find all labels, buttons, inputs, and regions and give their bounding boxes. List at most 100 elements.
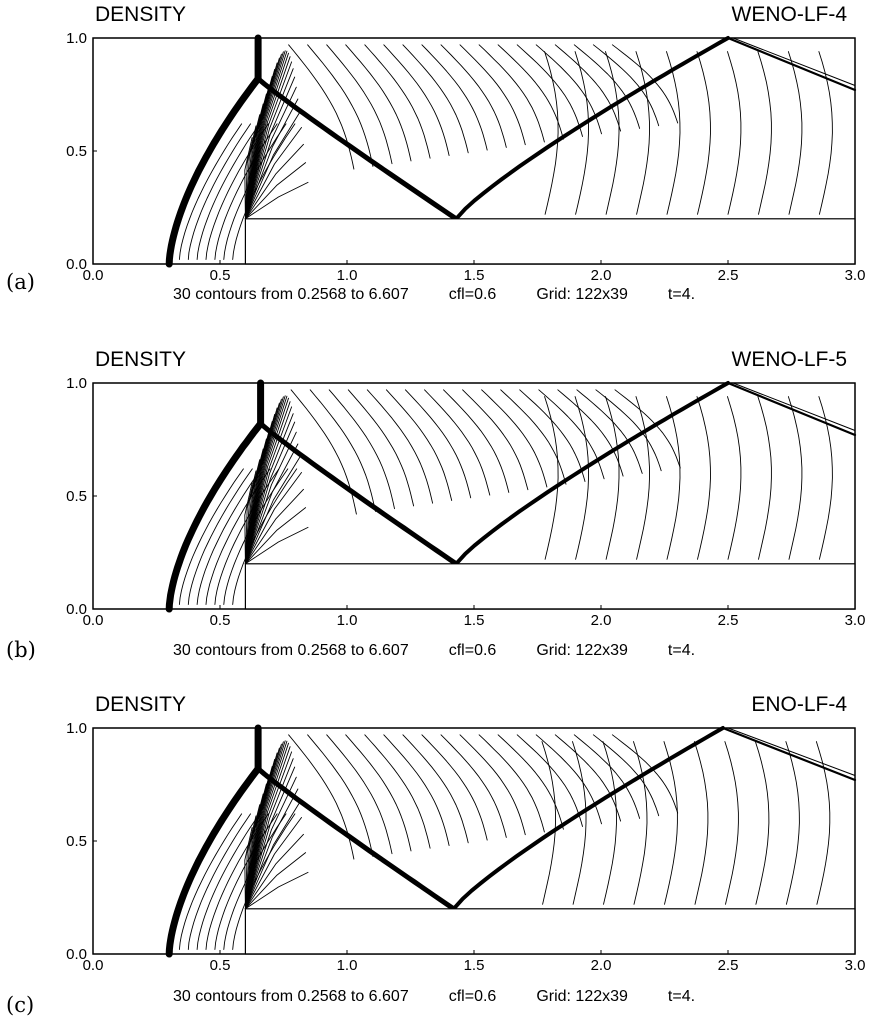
upper-contour	[385, 389, 453, 501]
upper-contour	[538, 389, 605, 480]
figure-panel-c: DENSITY ENO-LF-4 0.0 0.5 1.0 1.5 2.0 2.5 3.0 0.…	[0, 690, 871, 1030]
expansion-contour	[244, 459, 261, 565]
y-tick-label: 0.0	[66, 601, 87, 618]
post-shock-contour	[232, 123, 296, 260]
upper-contour	[307, 44, 374, 167]
x-tick-label: 2.0	[591, 612, 612, 629]
upper-contour	[516, 734, 583, 827]
upper-contour	[478, 44, 545, 143]
lower-right-contour	[787, 396, 803, 560]
upper-contour	[573, 44, 641, 129]
plot-area: 0.0 0.5 1.0 1.5 2.0 2.5 3.0 0.0 0.5 1.0	[66, 30, 865, 284]
lower-right-contour	[785, 741, 800, 905]
expansion-contour	[244, 397, 289, 565]
post-shock-contour	[187, 813, 251, 950]
x-tick-label: 2.5	[718, 612, 739, 629]
expansion-contour	[244, 788, 299, 910]
y-tick-label: 0.5	[66, 143, 87, 160]
lower-right-contour	[605, 51, 620, 215]
lower-right-contour	[757, 396, 772, 560]
expansion-contour	[244, 470, 257, 565]
upper-contour	[611, 734, 679, 814]
post-shock-contour	[223, 468, 289, 605]
y-tick-label: 1.0	[66, 720, 87, 737]
wall-reflected-contour	[732, 37, 856, 86]
post-shock-contour	[223, 123, 287, 260]
plot-caption: 30 contours from 0.2568 to 6.607 cfl=0.6 G…	[173, 642, 705, 660]
post-shock-contour	[214, 123, 278, 260]
lower-right-contour	[541, 741, 556, 905]
expansion-contour	[244, 111, 301, 220]
x-tick-label: 3.0	[845, 957, 866, 974]
expansion-contour	[244, 162, 307, 220]
upper-contour	[424, 389, 491, 496]
expansion-contour	[244, 746, 291, 910]
upper-contour	[402, 734, 469, 844]
upper-contour	[421, 44, 488, 151]
upper-contour	[535, 734, 602, 825]
y-tick-label: 0.0	[66, 256, 87, 273]
upper-contour	[614, 389, 681, 469]
post-shock-contour	[196, 813, 260, 950]
step-obstacle	[244, 908, 856, 955]
plot-caption: 30 contours from 0.2568 to 6.607 cfl=0.6 G…	[173, 988, 705, 1006]
x-tick-label: 1.0	[337, 267, 358, 284]
post-shock-contour	[205, 468, 271, 605]
upper-contour	[576, 389, 643, 474]
expansion-contour	[244, 751, 293, 910]
panel-title: DENSITY	[95, 693, 187, 716]
upper-contour	[328, 389, 395, 510]
lower-right-contour	[635, 51, 650, 215]
post-shock-contour	[187, 123, 251, 260]
x-tick-label: 3.0	[845, 612, 866, 629]
upper-contour	[421, 734, 488, 841]
post-shock-contour	[196, 123, 260, 260]
lower-right-contour	[605, 396, 620, 560]
x-tick-label: 0.5	[210, 957, 231, 974]
post-shock-contour	[178, 123, 243, 260]
lower-right-contour	[633, 741, 648, 905]
lower-right-contour	[572, 741, 587, 905]
expansion-contour	[244, 143, 304, 220]
upper-contour	[326, 44, 393, 165]
post-shock-contour	[232, 468, 298, 605]
expansion-contour	[244, 817, 302, 910]
expansion-contour	[244, 125, 257, 220]
lower-right-contour	[544, 51, 559, 215]
upper-contour	[366, 389, 434, 504]
upper-contour	[497, 734, 564, 830]
upper-contour	[592, 734, 660, 817]
lower-right-contour	[818, 51, 833, 215]
x-tick-label: 0.5	[210, 612, 231, 629]
x-tick-label: 1.5	[464, 957, 485, 974]
lower-right-contour	[663, 741, 678, 905]
cfl-info: cfl=0.6	[448, 286, 497, 303]
expansion-contour	[244, 413, 294, 565]
upper-contour	[402, 44, 469, 154]
lower-right-contour	[693, 741, 709, 905]
lower-right-contour	[602, 741, 617, 905]
x-tick-label: 3.0	[845, 267, 866, 284]
upper-contour	[290, 389, 357, 515]
y-tick-label: 1.0	[66, 30, 87, 47]
contour-plot: 0.0 0.5 1.0 1.5 2.0 2.5 3.0 0.0 0.5 1.0	[66, 720, 865, 974]
x-tick-label: 1.5	[464, 267, 485, 284]
upper-contour	[481, 389, 548, 488]
expansion-contour	[244, 827, 253, 910]
upper-contour	[462, 389, 529, 491]
lower-right-contour	[727, 396, 742, 560]
upper-contour	[440, 734, 507, 838]
expansion-contour	[244, 488, 304, 565]
lower-right-contour	[666, 396, 681, 560]
cfl-info: cfl=0.6	[448, 988, 497, 1005]
upper-contour	[611, 44, 679, 124]
y-tick-label: 0.5	[66, 488, 87, 505]
step-obstacle	[244, 563, 856, 610]
expansion-contour	[244, 482, 253, 565]
plot-area: 0.0 0.5 1.0 1.5 2.0 2.5 3.0 0.0 0.5 1.0	[66, 720, 865, 974]
plot-area: 0.0 0.5 1.0 1.5 2.0 2.5 3.0 0.0 0.5 1.0	[66, 375, 865, 629]
expansion-contour	[244, 98, 299, 220]
figure-panel-b: DENSITY WENO-LF-5 0.0 0.5 1.0 1.5 2.0 2.5 3.0 0…	[0, 345, 871, 685]
post-shock-contour	[178, 468, 244, 605]
lower-right-contour	[544, 396, 559, 560]
